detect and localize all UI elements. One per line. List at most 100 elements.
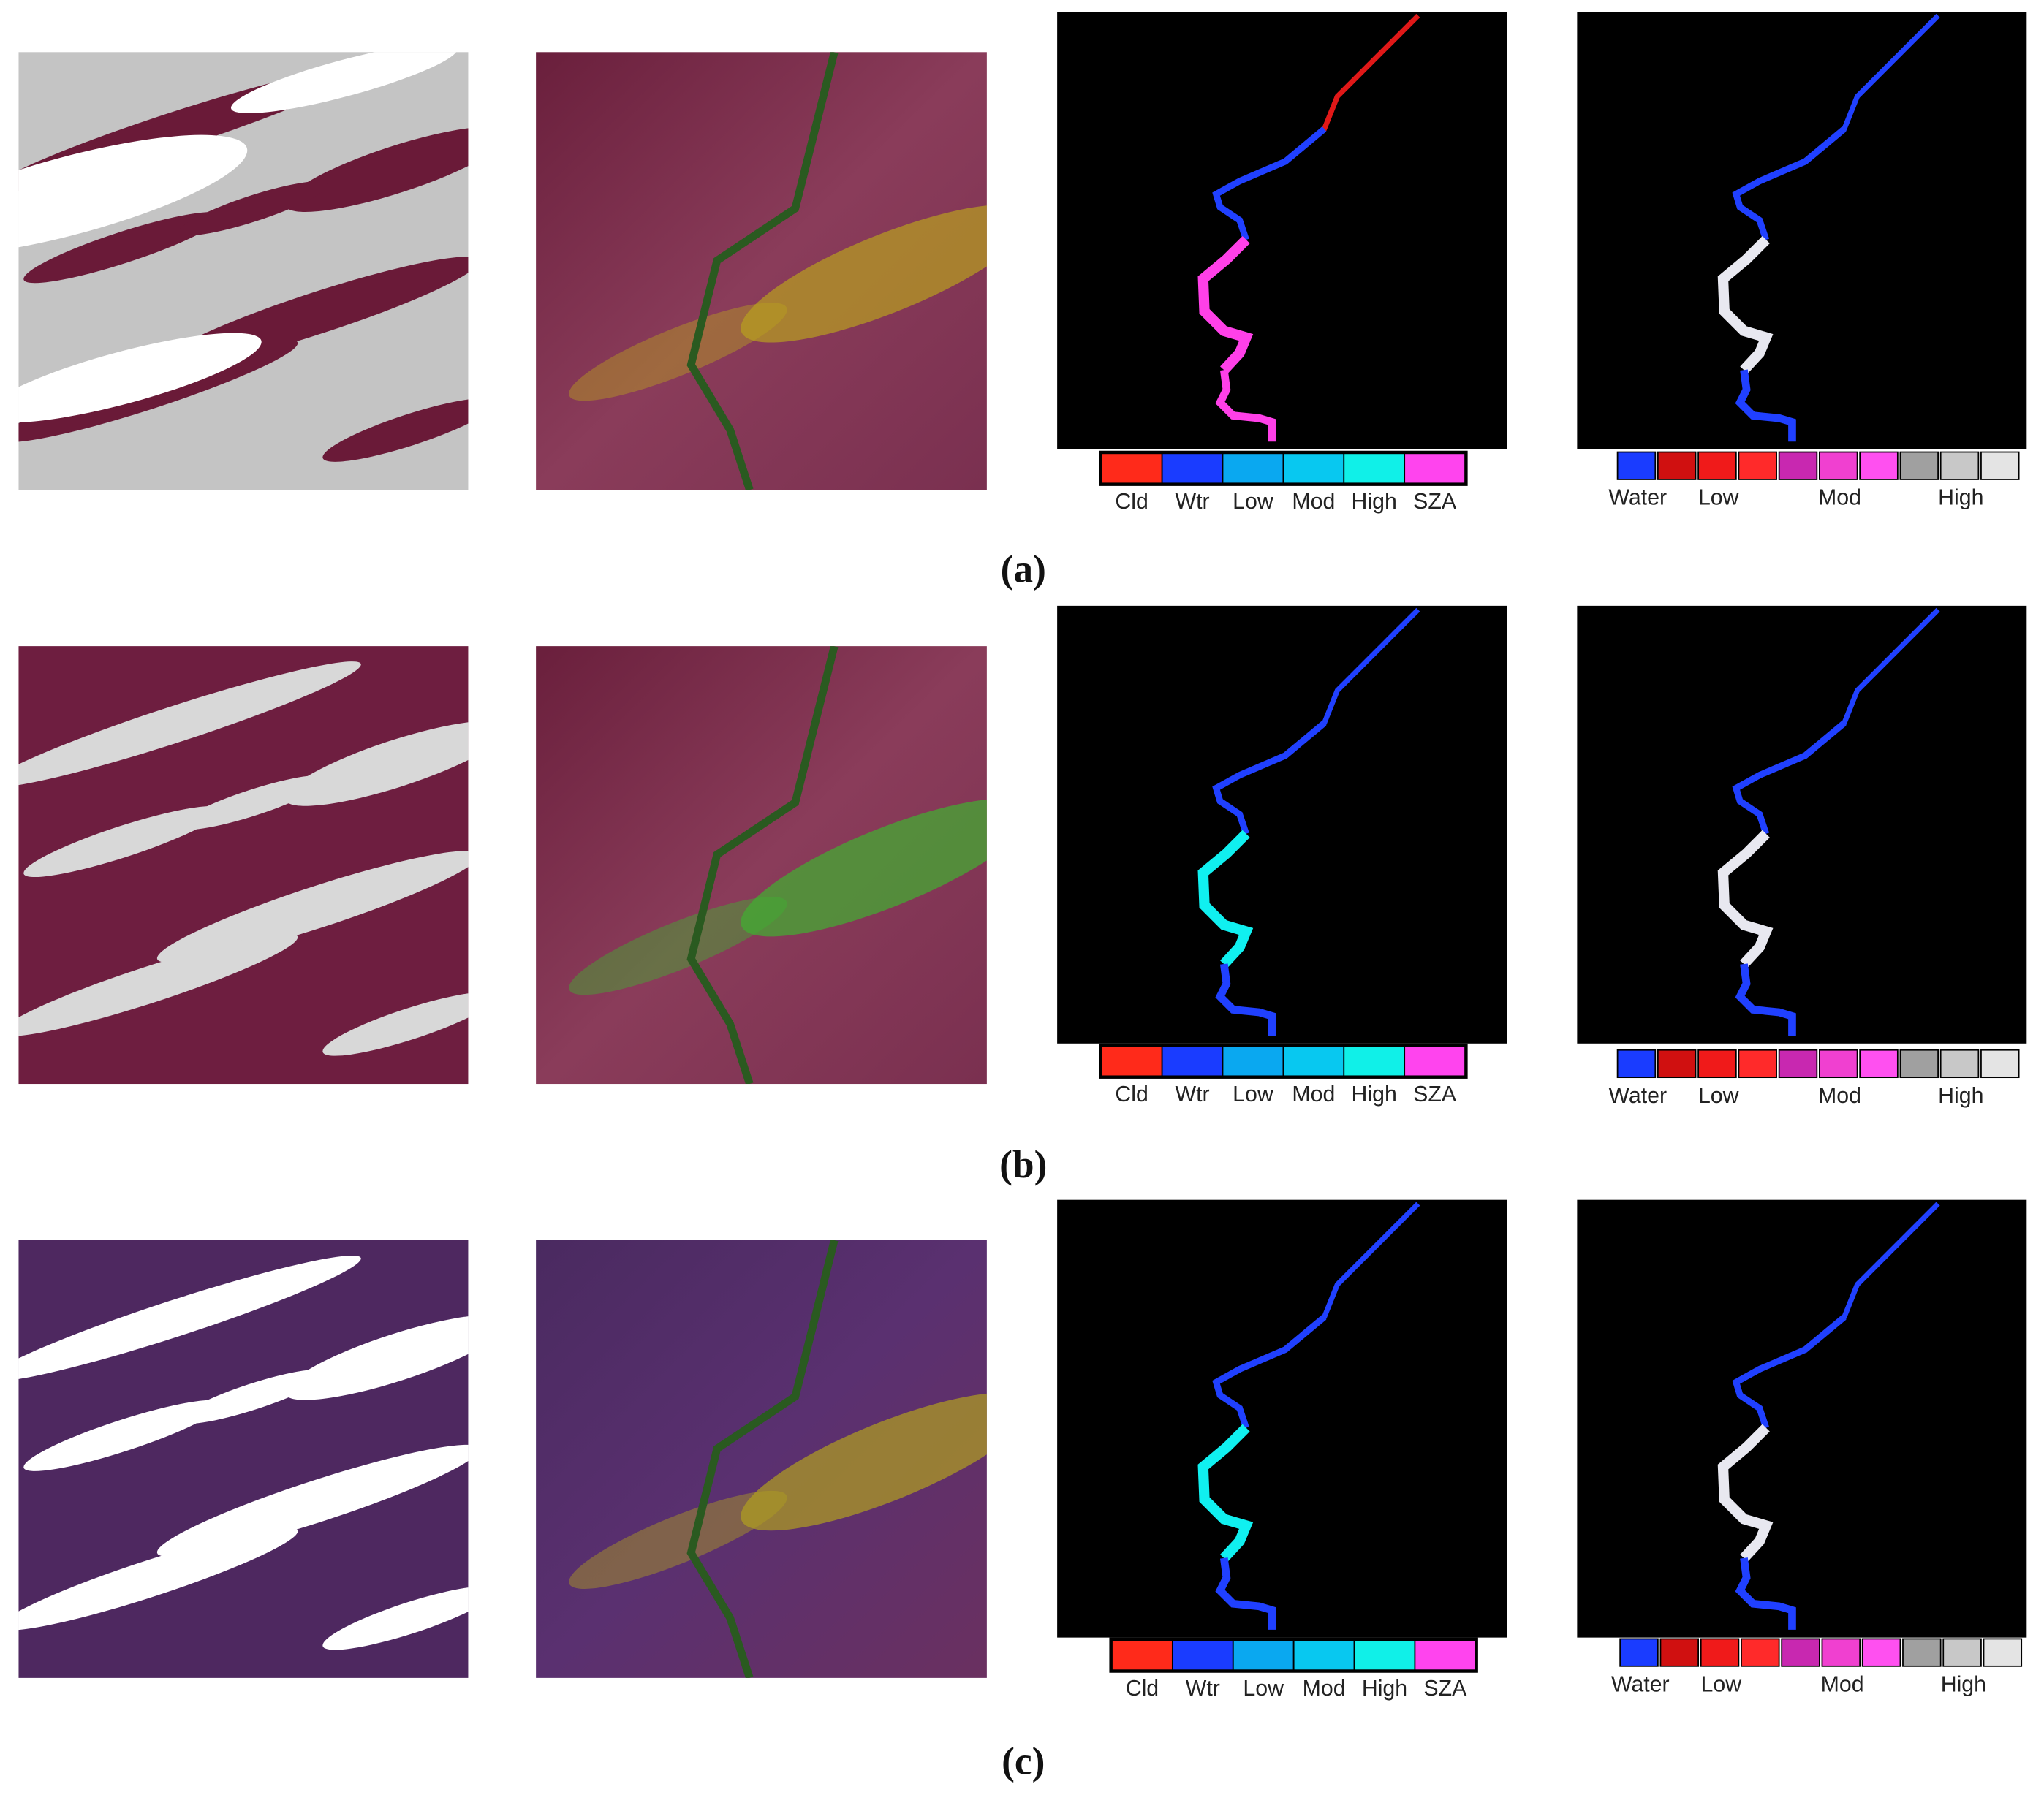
features <box>569 1240 987 1678</box>
map-background <box>1057 605 1507 1044</box>
legend-label: Low <box>1233 1082 1273 1107</box>
legend-label: Low <box>1233 490 1273 514</box>
river-lower <box>1215 1557 1276 1630</box>
streaks <box>18 52 469 462</box>
legend-label: Water <box>1608 486 1667 510</box>
panel-label: (a) <box>1001 547 1046 591</box>
streak <box>23 1400 222 1471</box>
river-middle <box>1717 1424 1774 1562</box>
river-upper <box>1732 720 1847 835</box>
river-lower <box>1735 1557 1796 1630</box>
mask-image <box>18 646 469 1085</box>
legend-swatch <box>1292 1639 1355 1671</box>
legend-label: Water <box>1611 1673 1670 1697</box>
legend-label: High <box>1352 490 1397 514</box>
river-upper <box>1732 1314 1847 1430</box>
river <box>686 1240 839 1678</box>
vegetation <box>741 1392 987 1531</box>
map-background <box>1577 1199 2027 1638</box>
legend-swatch <box>1404 452 1466 485</box>
legend-swatch <box>1819 451 1858 480</box>
vegetation <box>569 303 787 401</box>
streaks <box>18 1255 469 1650</box>
legend-swatch <box>1161 452 1224 485</box>
legend-swatch <box>1282 452 1345 485</box>
streak <box>284 126 469 212</box>
streak <box>23 805 222 878</box>
legend-label: Cld <box>1115 1082 1148 1107</box>
legend-label: Mod <box>1818 486 1861 510</box>
river-lower <box>1735 369 1796 442</box>
streak <box>18 661 361 788</box>
satellite-image <box>536 1240 987 1678</box>
legend-frame <box>1109 1637 1478 1673</box>
streaks <box>18 661 469 1056</box>
legend-label: Low <box>1243 1677 1284 1701</box>
legend-label: Wtr <box>1186 1677 1220 1701</box>
legend-label: Low <box>1698 486 1739 510</box>
legend-label: High <box>1352 1082 1397 1107</box>
legend-swatch <box>1404 1045 1466 1077</box>
map-background <box>1577 12 2027 449</box>
legend-swatch <box>1861 1638 1901 1667</box>
legend-swatch <box>1171 1639 1234 1671</box>
legend-swatch <box>1697 451 1737 480</box>
legend-swatch <box>1859 1049 1899 1079</box>
classification-map <box>1577 12 2027 449</box>
legend-swatch <box>1619 1638 1659 1667</box>
legend-label: Mod <box>1303 1677 1346 1701</box>
river-lower <box>1215 369 1276 442</box>
legend-swatch <box>1100 1045 1163 1077</box>
cloud <box>230 52 458 113</box>
river-upper <box>1732 126 1847 241</box>
legend-swatch <box>1738 1049 1777 1079</box>
legend-swatch <box>1222 452 1284 485</box>
legend-swatch <box>1778 1049 1818 1079</box>
legend-frame <box>1099 450 1468 486</box>
legend-label: Mod <box>1821 1673 1864 1697</box>
legend-label: High <box>1938 486 1983 510</box>
legend-swatch <box>1899 451 1939 480</box>
river-upper <box>1212 720 1327 835</box>
legend-swatch <box>1353 1639 1416 1671</box>
legend-label: Mod <box>1818 1084 1861 1108</box>
legend-swatch <box>1781 1638 1820 1667</box>
river-lower <box>1735 963 1796 1036</box>
legend-swatch <box>1657 1049 1697 1079</box>
river-middle <box>1717 830 1774 968</box>
legend-swatch <box>1161 1045 1224 1077</box>
legend-swatch <box>1859 451 1899 480</box>
river-lower <box>1215 963 1276 1036</box>
classification-map <box>1057 12 1507 449</box>
legend-swatch <box>1232 1639 1295 1671</box>
panel-label: (c) <box>1002 1739 1045 1783</box>
legend-swatch <box>1902 1638 1942 1667</box>
classification-map <box>1057 1199 1507 1638</box>
river <box>686 52 839 490</box>
river-middle <box>1197 830 1254 968</box>
river-upper <box>1212 1314 1327 1430</box>
satellite-image <box>536 52 987 490</box>
classification-map <box>1577 1199 2027 1638</box>
river-middle <box>1717 235 1774 374</box>
streak <box>178 775 328 830</box>
streak <box>18 1255 361 1381</box>
vegetation <box>741 205 987 343</box>
streak <box>156 1444 469 1557</box>
legend-label: SZA <box>1413 490 1457 514</box>
panel-label: (b) <box>999 1142 1047 1186</box>
streak <box>178 181 328 236</box>
legend-swatch <box>1738 451 1777 480</box>
legend-swatch <box>1616 451 1657 480</box>
legend-label: Mod <box>1292 490 1335 514</box>
streak <box>178 1369 328 1424</box>
map-background <box>1057 12 1507 449</box>
mask-image <box>18 1240 469 1678</box>
legend-swatch <box>1741 1638 1780 1667</box>
streak <box>156 851 469 963</box>
legend-label: SZA <box>1423 1677 1467 1701</box>
legend-swatch <box>1983 1638 2023 1667</box>
streak <box>284 721 469 806</box>
